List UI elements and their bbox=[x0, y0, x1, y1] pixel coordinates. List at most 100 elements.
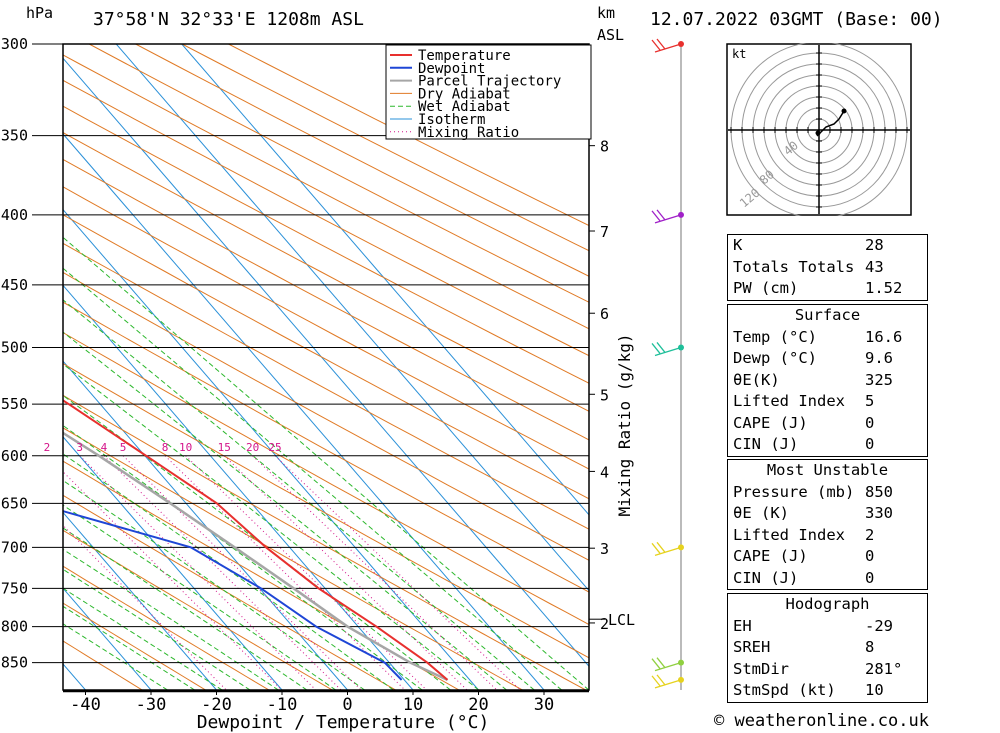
surface-theta-row: θE(K) 325 bbox=[728, 370, 927, 392]
pressure-tick-label: 750 bbox=[1, 579, 28, 597]
mixing-ratio-value-label: 5 bbox=[120, 441, 127, 454]
copyright-footer[interactable]: © weatheronline.co.uk bbox=[714, 711, 929, 731]
surface-temp-value: 16.6 bbox=[865, 327, 903, 346]
dry-adiabat-line bbox=[63, 394, 586, 690]
dry-adiabat-line bbox=[63, 158, 589, 441]
dry-adiabat-line bbox=[63, 132, 589, 412]
x-tick-label: 30 bbox=[534, 695, 554, 715]
dry-adiabat-line bbox=[63, 331, 589, 626]
mu-cape-label: CAPE (J) bbox=[733, 547, 808, 565]
mixing-ratio-value-label: 2 bbox=[44, 441, 51, 454]
dry-adiabat-line bbox=[63, 460, 460, 690]
wind-barb bbox=[651, 541, 682, 556]
eh-label: EH bbox=[733, 616, 752, 635]
dry-adiabat-line bbox=[63, 301, 589, 593]
legend-entry: Dry Adiabat bbox=[418, 86, 511, 102]
pressure-tick-label: 650 bbox=[1, 494, 28, 512]
mixing-ratio-value-label: 3 bbox=[76, 441, 83, 454]
wet-adiabat-line bbox=[63, 267, 563, 690]
hodograph-unit-label: kt bbox=[732, 47, 746, 61]
wind-barb bbox=[651, 342, 682, 357]
km-unit-label: km bbox=[597, 4, 616, 22]
height-km-label: 4 bbox=[600, 463, 609, 481]
dewpoint-line bbox=[63, 510, 403, 681]
wet-adiabat-line bbox=[63, 363, 480, 690]
height-km-label: 7 bbox=[600, 223, 609, 241]
dry-adiabat-lines bbox=[63, 44, 589, 690]
mixing-ratio-value-label: 8 bbox=[162, 441, 169, 454]
mixing-ratio-line bbox=[223, 455, 468, 690]
dry-adiabat-line bbox=[63, 214, 589, 500]
mixing-ratio-line bbox=[252, 455, 498, 690]
surface-cape-row: CAPE (J) 0 bbox=[728, 413, 927, 435]
wind-barb bbox=[651, 657, 682, 672]
surface-li-value: 5 bbox=[865, 392, 875, 410]
height-km-label: 8 bbox=[600, 138, 609, 156]
mu-cin-row: CIN (J) 0 bbox=[728, 568, 927, 590]
legend-entry: Parcel Trajectory bbox=[418, 74, 561, 90]
wet-adiabat-line bbox=[63, 527, 308, 690]
mu-theta-value: 330 bbox=[865, 504, 893, 522]
stmspd-row: StmSpd (kt) 10 bbox=[728, 680, 927, 702]
surface-dewp-label: Dewp (°C) bbox=[733, 349, 817, 367]
mu-pressure-row: Pressure (mb) 850 bbox=[728, 482, 927, 504]
surface-cape-value: 0 bbox=[865, 413, 875, 432]
k-index-row: K 28 bbox=[728, 235, 927, 257]
stmspd-value: 10 bbox=[865, 681, 884, 699]
height-km-label: 3 bbox=[600, 540, 609, 558]
indices-table: K 28 Totals Totals 43 PW (cm) 1.52 bbox=[727, 234, 928, 301]
mu-theta-row: θE (K) 330 bbox=[728, 503, 927, 525]
surface-dewp-value: 9.6 bbox=[865, 349, 893, 367]
mixing-ratio-line bbox=[274, 455, 521, 690]
dry-adiabat-line bbox=[88, 44, 589, 303]
pressure-tick-label: 450 bbox=[1, 276, 28, 294]
sreh-value: 8 bbox=[865, 638, 875, 656]
dry-adiabat-line bbox=[63, 79, 589, 357]
hodograph: kt 40 80 120 bbox=[726, 43, 912, 216]
dry-adiabat-line bbox=[63, 242, 589, 530]
mu-li-label: Lifted Index bbox=[733, 525, 845, 544]
hodograph-end-point bbox=[841, 108, 847, 114]
stmdir-row: StmDir 281° bbox=[728, 659, 927, 681]
wind-barb bbox=[651, 209, 682, 224]
surface-temp-row: Temp (°C) 16.6 bbox=[728, 327, 927, 349]
mixing-ratio-value-label: 25 bbox=[268, 441, 281, 454]
pressure-tick-label: 600 bbox=[1, 447, 28, 465]
surface-cin-label: CIN (J) bbox=[733, 435, 799, 453]
isotherm-line bbox=[63, 57, 589, 668]
dry-adiabat-line bbox=[63, 186, 589, 470]
surface-cin-row: CIN (J) 0 bbox=[728, 434, 927, 456]
wet-adiabat-line bbox=[63, 236, 589, 690]
mu-li-row: Lifted Index 2 bbox=[728, 525, 927, 547]
asl-unit-label: ASL bbox=[597, 26, 625, 44]
sreh-label: SREH bbox=[733, 638, 771, 656]
legend-entry: Wet Adiabat bbox=[418, 99, 511, 115]
parcel-trajectory-line bbox=[63, 431, 449, 682]
eh-row: EH -29 bbox=[728, 616, 927, 638]
dry-adiabat-line bbox=[135, 44, 589, 277]
stmdir-value: 281° bbox=[865, 659, 903, 678]
mu-cin-label: CIN (J) bbox=[733, 568, 799, 587]
surface-theta-value: 325 bbox=[865, 370, 893, 389]
sreh-row: SREH 8 bbox=[728, 637, 927, 659]
hodograph-table-title: Hodograph bbox=[785, 595, 870, 613]
x-tick-label: 0 bbox=[342, 695, 352, 715]
hodograph-table: Hodograph EH -29 SREH 8 StmDir 281° StmSpd … bbox=[727, 593, 928, 703]
dry-adiabat-line bbox=[228, 44, 589, 227]
surface-cin-value: 0 bbox=[865, 435, 875, 453]
surface-theta-label: θE(K) bbox=[733, 370, 780, 389]
stmspd-label: StmSpd (kt) bbox=[733, 681, 836, 699]
surface-cape-label: CAPE (J) bbox=[733, 413, 808, 432]
dry-adiabat-line bbox=[63, 427, 523, 690]
location-title: 37°58'N 32°33'E 1208m ASL bbox=[93, 9, 364, 30]
mu-theta-label: θE (K) bbox=[733, 504, 789, 522]
mixing-ratio-value-label: 15 bbox=[218, 441, 231, 454]
hpa-unit-label: hPa bbox=[26, 4, 54, 22]
surface-temp-label: Temp (°C) bbox=[733, 327, 817, 346]
pressure-tick-label: 500 bbox=[1, 338, 28, 356]
k-index-label: K bbox=[733, 236, 743, 254]
mu-cape-value: 0 bbox=[865, 547, 875, 565]
mixing-ratio-line bbox=[63, 524, 227, 690]
pw-row: PW (cm) 1.52 bbox=[728, 278, 927, 300]
